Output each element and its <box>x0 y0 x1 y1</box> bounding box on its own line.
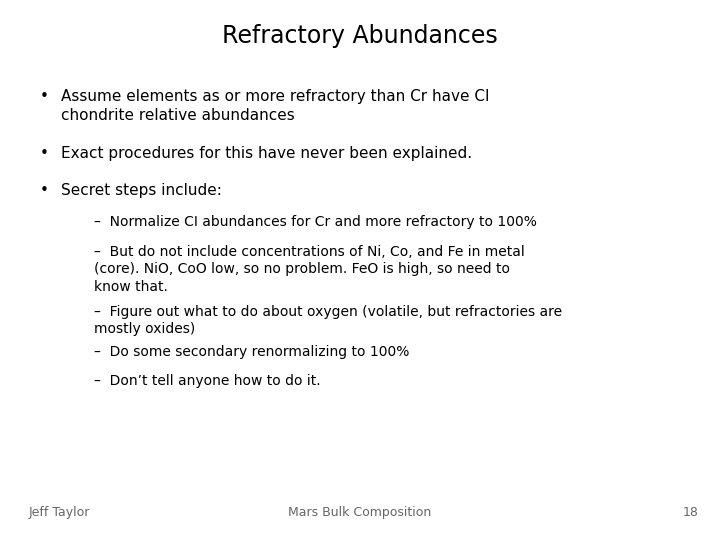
Text: Secret steps include:: Secret steps include: <box>61 183 222 198</box>
Text: –  Don’t tell anyone how to do it.: – Don’t tell anyone how to do it. <box>94 374 320 388</box>
Text: •: • <box>40 89 48 104</box>
Text: •: • <box>40 146 48 161</box>
Text: 18: 18 <box>683 507 698 519</box>
Text: •: • <box>40 183 48 198</box>
Text: Assume elements as or more refractory than Cr have CI
chondrite relative abundan: Assume elements as or more refractory th… <box>61 89 490 123</box>
Text: –  Do some secondary renormalizing to 100%: – Do some secondary renormalizing to 100… <box>94 345 409 359</box>
Text: Exact procedures for this have never been explained.: Exact procedures for this have never bee… <box>61 146 472 161</box>
Text: Jeff Taylor: Jeff Taylor <box>29 507 90 519</box>
Text: –  But do not include concentrations of Ni, Co, and Fe in metal
(core). NiO, CoO: – But do not include concentrations of N… <box>94 245 524 294</box>
Text: –  Figure out what to do about oxygen (volatile, but refractories are
mostly oxi: – Figure out what to do about oxygen (vo… <box>94 305 562 336</box>
Text: Mars Bulk Composition: Mars Bulk Composition <box>289 507 431 519</box>
Text: –  Normalize CI abundances for Cr and more refractory to 100%: – Normalize CI abundances for Cr and mor… <box>94 215 536 229</box>
Text: Refractory Abundances: Refractory Abundances <box>222 24 498 48</box>
